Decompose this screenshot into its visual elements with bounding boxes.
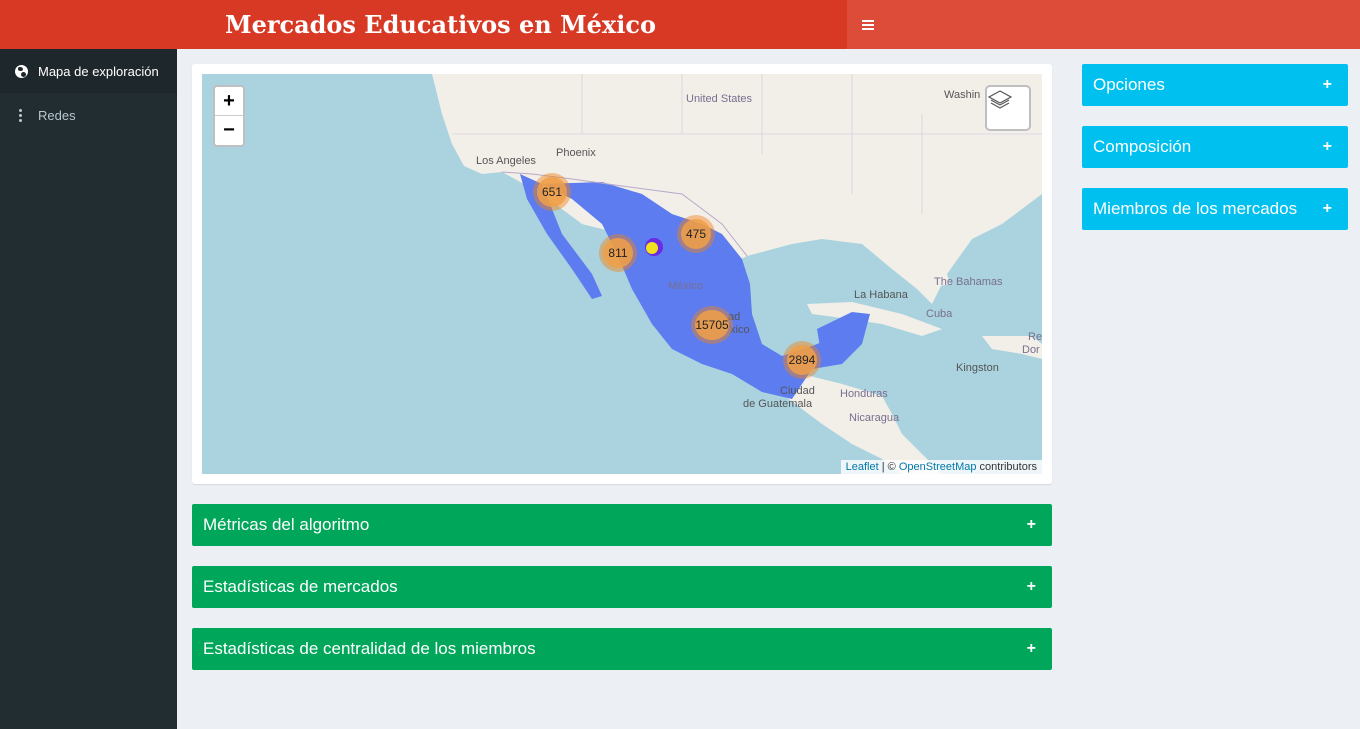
map-label-bahamas: The Bahamas [934, 276, 1003, 288]
map-box: United States Phoenix Los Angeles Washin… [192, 64, 1052, 484]
box-title: Estadísticas de centralidad de los miemb… [203, 639, 536, 658]
ellipsis-vertical-icon [19, 108, 22, 122]
expand-icon[interactable]: + [1322, 200, 1332, 217]
estadisticas-mercados-box-header[interactable]: Estadísticas de mercados + [192, 566, 1052, 608]
map-label-re: Re [1028, 331, 1042, 343]
map-cluster-marker[interactable]: 651 [533, 173, 571, 211]
map-label-dor: Dor [1022, 344, 1040, 356]
globe-icon [15, 64, 28, 78]
expand-icon[interactable]: + [1026, 578, 1036, 595]
zoom-in-button[interactable]: + [215, 87, 243, 116]
sidebar-item-mapa[interactable]: Mapa de exploración [0, 49, 177, 93]
zoom-control: + − [213, 85, 245, 147]
map-label-united-states: United States [686, 93, 753, 105]
openstreetmap-link[interactable]: OpenStreetMap [898, 461, 977, 473]
map-cluster-marker[interactable]: 811 [599, 234, 637, 272]
map-label-los-angeles: Los Angeles [476, 155, 536, 167]
expand-icon[interactable]: + [1026, 516, 1036, 533]
box-title: Opciones [1093, 75, 1165, 94]
sidebar-item-redes[interactable]: Redes [0, 93, 177, 137]
box-title: Composición [1093, 137, 1192, 156]
sidebar-item-label: Redes [38, 107, 76, 123]
opciones-box-header[interactable]: Opciones + [1082, 64, 1348, 106]
expand-icon[interactable]: + [1322, 76, 1332, 93]
top-navbar [847, 0, 1360, 49]
composicion-box-header[interactable]: Composición + [1082, 126, 1348, 168]
miembros-box-header[interactable]: Miembros de los mercados + [1082, 188, 1348, 230]
map-label-nicaragua: Nicaragua [849, 412, 900, 424]
map-label-la-habana: La Habana [854, 289, 908, 301]
layers-icon [987, 90, 1013, 109]
app-title[interactable]: Mercados Educativos en México [0, 0, 847, 49]
map-label-kingston: Kingston [956, 362, 999, 374]
zoom-out-button[interactable]: − [223, 119, 235, 141]
map-label-guatemala: de Guatemala [743, 398, 813, 410]
sidebar-toggle-button[interactable] [847, 0, 889, 49]
map-background [432, 74, 1042, 474]
hamburger-icon [862, 20, 874, 30]
map-label-phoenix: Phoenix [556, 147, 596, 159]
map-label-ciudad-mexico-b: xico [730, 324, 750, 336]
metricas-box-header[interactable]: Métricas del algoritmo + [192, 504, 1052, 546]
layers-control-button[interactable] [985, 85, 1031, 131]
map-label-cuba: Cuba [926, 308, 953, 320]
centralidad-box-header[interactable]: Estadísticas de centralidad de los miemb… [192, 628, 1052, 670]
box-title: Miembros de los mercados [1093, 199, 1298, 218]
box-title: Métricas del algoritmo [203, 515, 370, 534]
leaflet-link[interactable]: Leaflet [845, 461, 879, 473]
sidebar: Mapa de exploración Redes [0, 49, 177, 729]
sidebar-item-label: Mapa de exploración [38, 63, 159, 79]
expand-icon[interactable]: + [1026, 640, 1036, 657]
map-label-honduras: Honduras [840, 388, 888, 400]
main-header: Mercados Educativos en México [0, 0, 1360, 49]
map-label-mexico: México [668, 280, 703, 292]
map-label-ciudad-mexico-a: ad [728, 311, 741, 323]
map-cluster-marker[interactable]: 2894 [783, 341, 821, 379]
map-cluster-marker[interactable]: 475 [677, 215, 715, 253]
expand-icon[interactable]: + [1322, 138, 1332, 155]
map-label-ciudad: Ciudad [780, 385, 815, 397]
box-title: Estadísticas de mercados [203, 577, 398, 596]
map-cluster-marker[interactable]: 15705 [691, 306, 733, 344]
map-attribution: Leaflet | © OpenStreetMap contributors [840, 460, 1042, 474]
map-label-washington: Washin [944, 89, 981, 101]
leaflet-map[interactable]: United States Phoenix Los Angeles Washin… [202, 74, 1042, 474]
